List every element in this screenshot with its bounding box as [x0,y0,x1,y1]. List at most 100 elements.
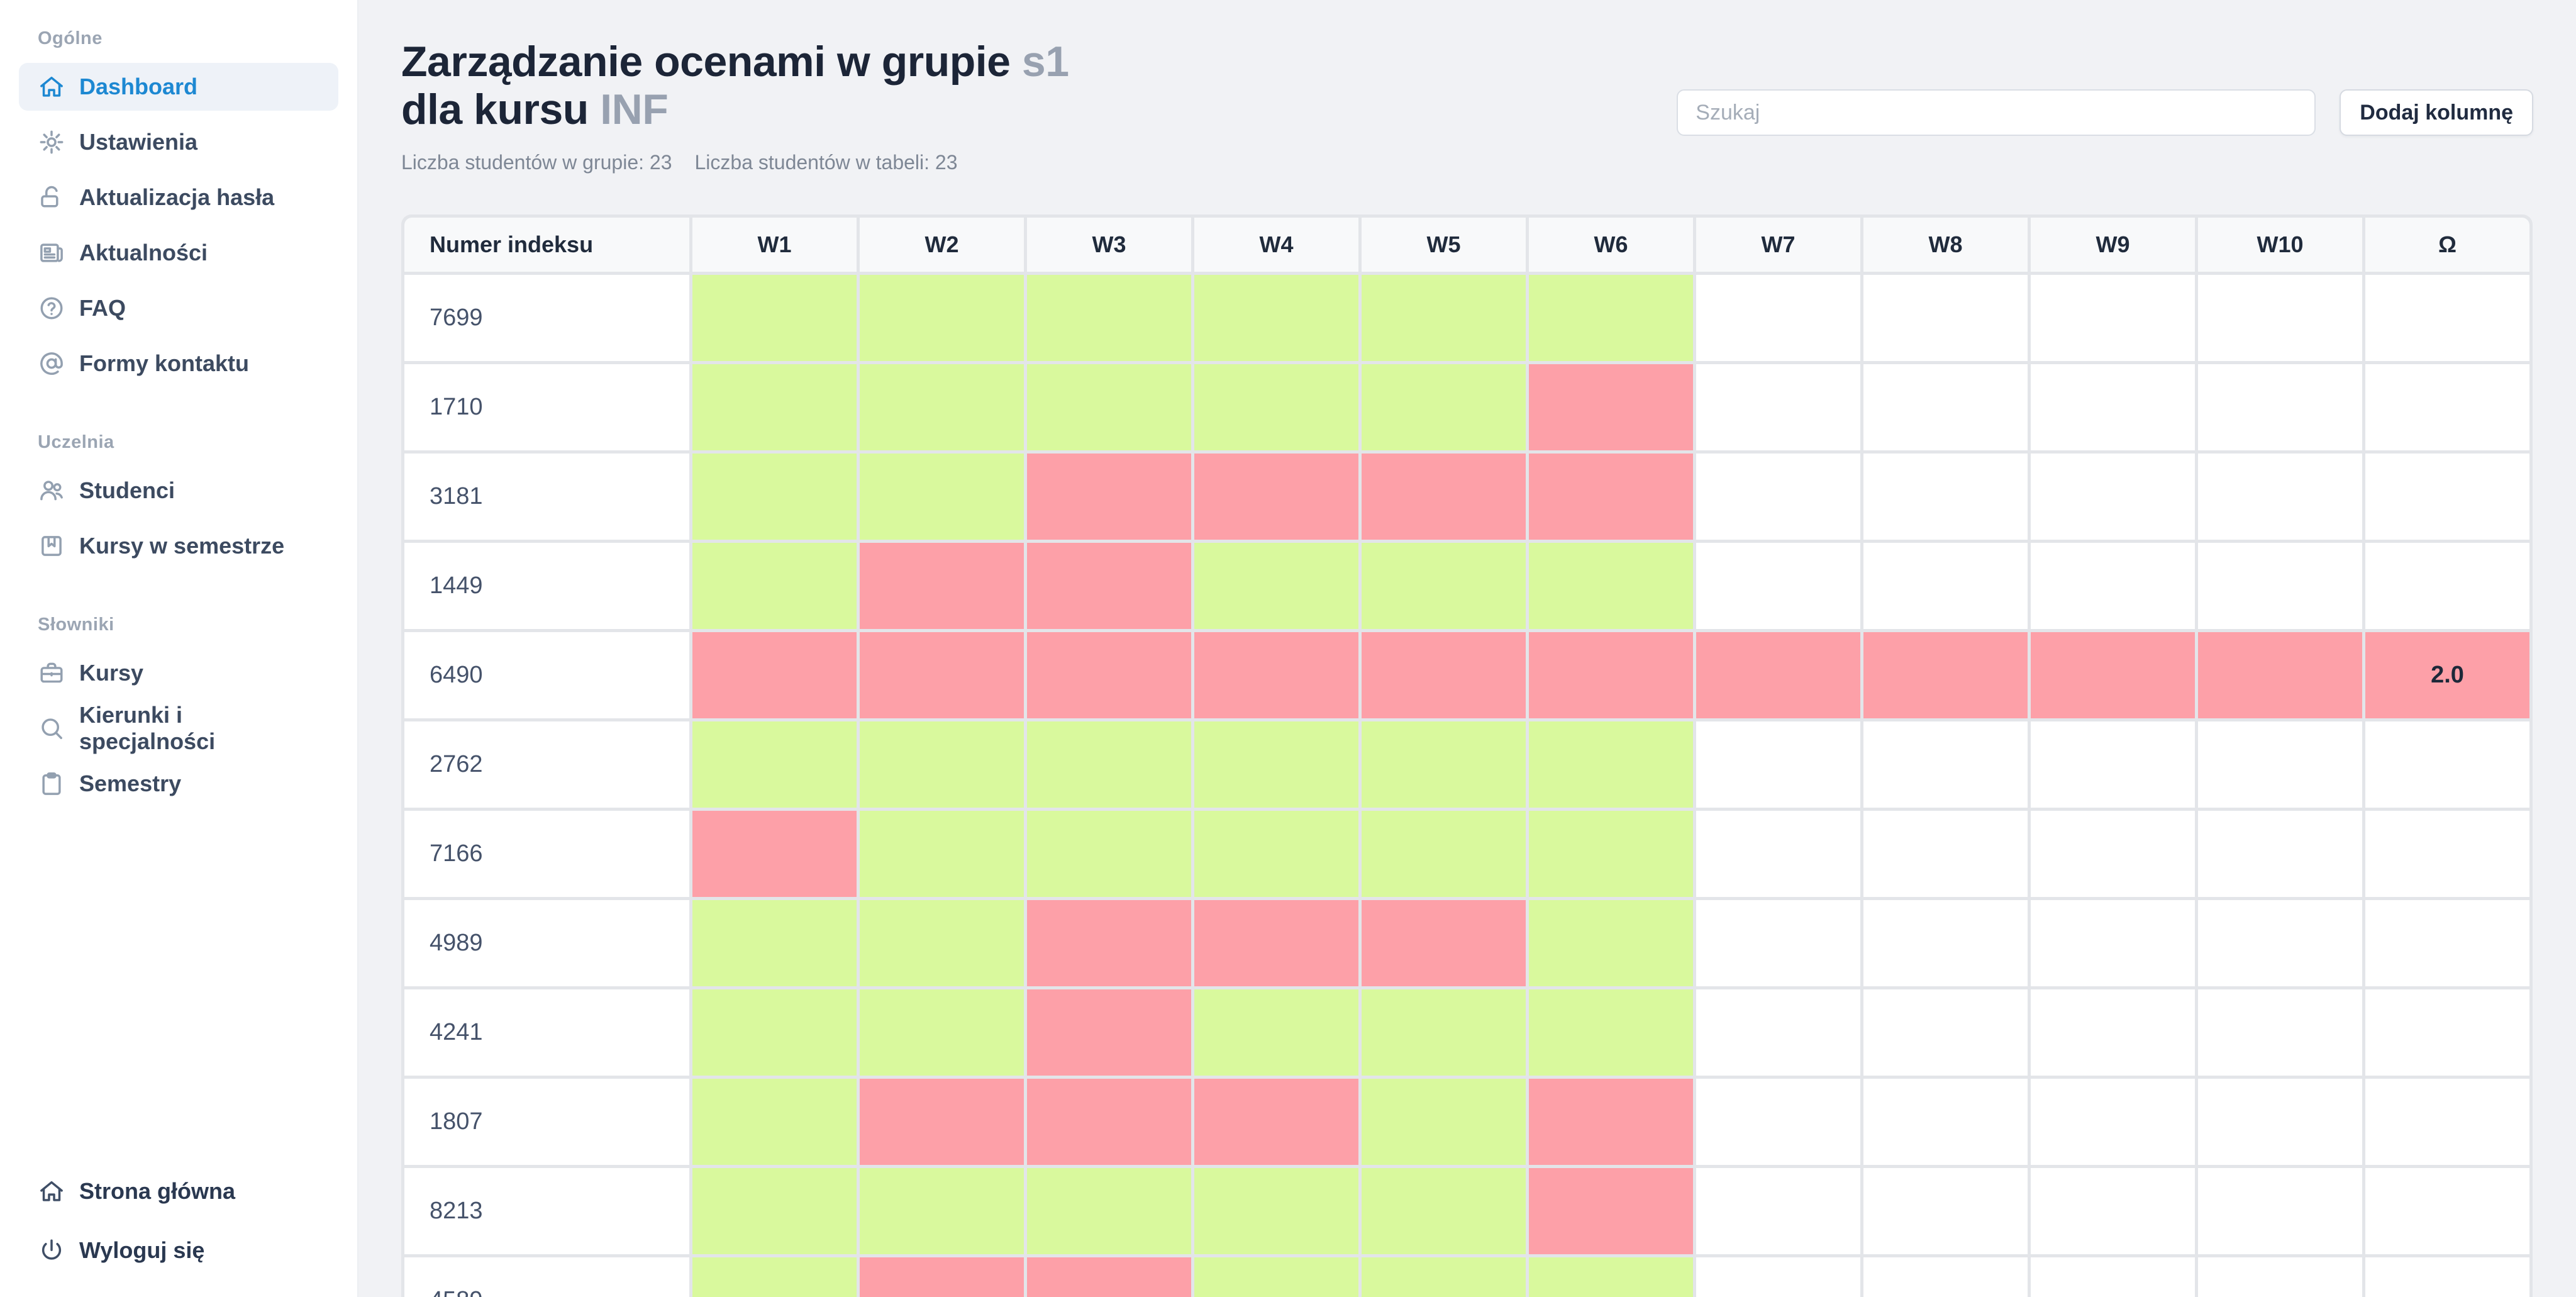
grade-cell-w7[interactable] [1696,364,1860,450]
grade-cell-w4[interactable] [1194,811,1358,897]
grade-cell-w7[interactable] [1696,454,1860,540]
grade-cell-w8[interactable] [1863,721,2028,808]
grade-cell-w4[interactable] [1194,364,1358,450]
grade-cell-w3[interactable] [1027,454,1191,540]
grade-cell-w8[interactable] [1863,1257,2028,1297]
grade-cell-w5[interactable] [1362,1168,1526,1254]
sidebar-item-dashboard[interactable]: Dashboard [19,63,338,111]
grade-cell-w6[interactable] [1529,275,1693,361]
grade-cell-w7[interactable] [1696,1257,1860,1297]
grade-cell-w3[interactable] [1027,721,1191,808]
grade-cell-[interactable] [2365,1079,2529,1165]
grade-cell-w1[interactable] [692,900,857,986]
grade-cell-w10[interactable] [2198,275,2362,361]
sidebar-item-ustawienia[interactable]: Ustawienia [19,118,338,166]
grade-cell-w4[interactable] [1194,543,1358,629]
grade-cell-w2[interactable] [860,721,1024,808]
grade-cell-w10[interactable] [2198,454,2362,540]
grade-cell-w9[interactable] [2031,364,2195,450]
grade-cell-w10[interactable] [2198,632,2362,718]
grade-cell-w2[interactable] [860,454,1024,540]
grade-cell-w6[interactable] [1529,989,1693,1076]
grade-cell-w7[interactable] [1696,632,1860,718]
grade-cell-w10[interactable] [2198,1168,2362,1254]
grade-cell-w2[interactable] [860,1168,1024,1254]
grade-cell-w6[interactable] [1529,1257,1693,1297]
grade-cell-w5[interactable] [1362,721,1526,808]
grade-cell-[interactable] [2365,1168,2529,1254]
grade-cell-w4[interactable] [1194,1257,1358,1297]
grade-cell-w9[interactable] [2031,721,2195,808]
grade-cell-w1[interactable] [692,364,857,450]
grade-cell-w6[interactable] [1529,900,1693,986]
grade-cell-w10[interactable] [2198,1257,2362,1297]
sidebar-item-faq[interactable]: FAQ [19,284,338,332]
grade-cell-w5[interactable] [1362,543,1526,629]
grade-cell-[interactable] [2365,989,2529,1076]
grade-cell-w2[interactable] [860,1257,1024,1297]
grade-cell-w6[interactable] [1529,1079,1693,1165]
grade-cell-w8[interactable] [1863,1168,2028,1254]
sidebar-item-aktualnosci[interactable]: Aktualności [19,229,338,277]
grade-cell-w10[interactable] [2198,364,2362,450]
grade-cell-w1[interactable] [692,632,857,718]
grade-cell-w9[interactable] [2031,1168,2195,1254]
grade-cell-w8[interactable] [1863,811,2028,897]
grade-cell-w4[interactable] [1194,989,1358,1076]
grade-cell-w5[interactable] [1362,811,1526,897]
sidebar-item-studenci[interactable]: Studenci [19,467,338,515]
grade-cell-w8[interactable] [1863,364,2028,450]
grade-cell-w5[interactable] [1362,1257,1526,1297]
grade-cell-w3[interactable] [1027,811,1191,897]
grade-cell-w10[interactable] [2198,900,2362,986]
grade-cell-w6[interactable] [1529,811,1693,897]
grade-cell-[interactable] [2365,275,2529,361]
grade-cell-w7[interactable] [1696,275,1860,361]
grade-cell-[interactable] [2365,543,2529,629]
grade-cell-w2[interactable] [860,275,1024,361]
grade-cell-w4[interactable] [1194,632,1358,718]
grade-cell-w7[interactable] [1696,1168,1860,1254]
sidebar-item-wyloguj-sie[interactable]: Wyloguj się [19,1227,338,1274]
grade-cell-w9[interactable] [2031,1079,2195,1165]
grade-cell-w5[interactable] [1362,364,1526,450]
grade-cell-w3[interactable] [1027,900,1191,986]
grade-cell-w2[interactable] [860,364,1024,450]
grade-cell-w6[interactable] [1529,364,1693,450]
sidebar-item-kierunki-i-specjalnosci[interactable]: Kierunki i specjalności [19,702,338,754]
grade-cell-w6[interactable] [1529,454,1693,540]
grade-cell-w1[interactable] [692,989,857,1076]
grade-cell-[interactable] [2365,811,2529,897]
grade-cell-w1[interactable] [692,543,857,629]
sidebar-item-semestry[interactable]: Semestry [19,760,338,808]
grade-cell-w2[interactable] [860,989,1024,1076]
grade-cell-w8[interactable] [1863,632,2028,718]
sidebar-item-aktualizacja-has-a[interactable]: Aktualizacja hasła [19,174,338,221]
grade-cell-w6[interactable] [1529,632,1693,718]
grade-cell-w2[interactable] [860,811,1024,897]
grade-cell-w1[interactable] [692,1079,857,1165]
grade-cell-w10[interactable] [2198,989,2362,1076]
grade-cell-w9[interactable] [2031,275,2195,361]
grade-cell-w10[interactable] [2198,1079,2362,1165]
sidebar-item-strona-g-owna[interactable]: Strona główna [19,1167,338,1215]
grade-cell-[interactable]: 2.0 [2365,632,2529,718]
grade-cell-w5[interactable] [1362,632,1526,718]
grade-cell-w8[interactable] [1863,454,2028,540]
grade-cell-w4[interactable] [1194,454,1358,540]
sidebar-item-kursy-w-semestrze[interactable]: Kursy w semestrze [19,522,338,570]
grade-cell-w9[interactable] [2031,632,2195,718]
grade-cell-[interactable] [2365,454,2529,540]
grade-cell-w2[interactable] [860,632,1024,718]
grade-cell-w4[interactable] [1194,721,1358,808]
grade-cell-w3[interactable] [1027,1079,1191,1165]
grade-cell-w1[interactable] [692,454,857,540]
grade-cell-w6[interactable] [1529,1168,1693,1254]
add-column-button[interactable]: Dodaj kolumnę [2340,89,2533,136]
grade-cell-w5[interactable] [1362,454,1526,540]
grade-cell-w1[interactable] [692,811,857,897]
grade-cell-w4[interactable] [1194,1168,1358,1254]
grade-cell-w4[interactable] [1194,1079,1358,1165]
search-input[interactable] [1677,89,2316,136]
grade-cell-w5[interactable] [1362,900,1526,986]
